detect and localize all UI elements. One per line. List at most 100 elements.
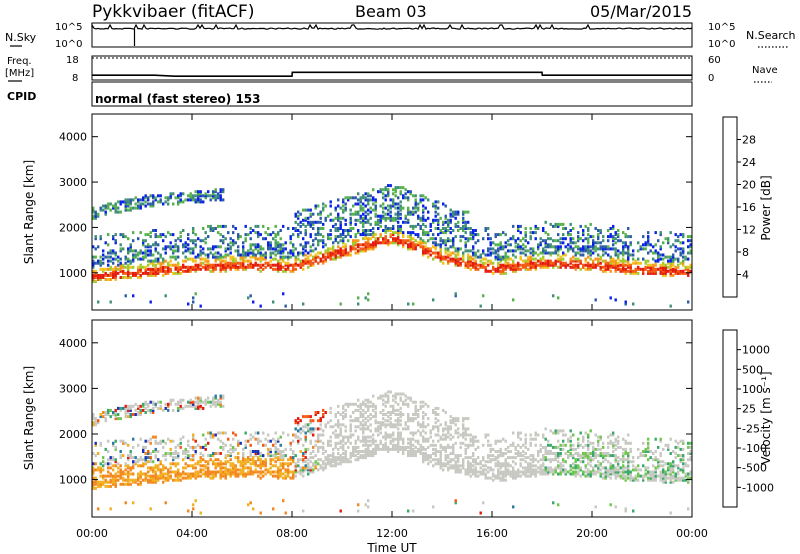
velocity-cell bbox=[302, 415, 305, 419]
power-cell bbox=[542, 249, 545, 253]
power-cell bbox=[497, 255, 500, 259]
velocity-cell bbox=[444, 454, 447, 458]
power-cell bbox=[532, 253, 535, 257]
power-cell bbox=[479, 255, 482, 259]
power-cell bbox=[364, 214, 367, 218]
power-cell bbox=[157, 261, 160, 265]
velocity-cell bbox=[357, 509, 360, 513]
power-cell bbox=[277, 233, 280, 237]
power-cell bbox=[412, 206, 415, 210]
velocity-cell bbox=[139, 437, 142, 441]
velocity-cell bbox=[397, 413, 400, 416]
power-cell bbox=[649, 249, 652, 253]
power-cell bbox=[682, 241, 685, 245]
velocity-cell bbox=[249, 501, 252, 505]
power-cell bbox=[337, 227, 340, 230]
power-cell bbox=[444, 214, 447, 218]
velocity-cell bbox=[497, 474, 500, 478]
velocity-cell bbox=[309, 415, 312, 419]
power-cell bbox=[364, 231, 367, 235]
power-cell bbox=[444, 257, 447, 261]
velocity-cell bbox=[199, 456, 202, 460]
power-cell bbox=[229, 247, 232, 251]
velocity-cell bbox=[139, 482, 142, 486]
velocity-cell bbox=[464, 433, 467, 437]
power-cell bbox=[317, 231, 320, 235]
velocity-cell bbox=[484, 433, 487, 437]
velocity-cell bbox=[342, 417, 345, 421]
velocity-cell bbox=[464, 456, 467, 460]
velocity-cell bbox=[577, 466, 580, 470]
power-cell bbox=[287, 267, 290, 271]
velocity-cell bbox=[234, 470, 237, 474]
velocity-cell bbox=[139, 456, 142, 460]
velocity-cell bbox=[349, 454, 352, 458]
velocity-cell bbox=[484, 474, 487, 478]
power-cell bbox=[497, 233, 500, 237]
velocity-cell bbox=[154, 456, 157, 460]
velocity-cell bbox=[344, 435, 347, 439]
velocity-cell bbox=[452, 447, 455, 451]
power-cell bbox=[369, 233, 372, 237]
power-cell bbox=[419, 241, 422, 245]
power-cell bbox=[207, 267, 210, 271]
velocity-cell bbox=[362, 439, 365, 443]
power-cell bbox=[297, 229, 300, 232]
velocity-cell bbox=[122, 476, 125, 480]
velocity-cell bbox=[347, 445, 350, 449]
velocity-cell bbox=[229, 454, 232, 458]
velocity-cell bbox=[384, 443, 387, 447]
velocity-cell bbox=[169, 466, 172, 470]
power-cell bbox=[512, 237, 515, 241]
power-cell bbox=[229, 263, 232, 267]
power-cell bbox=[204, 253, 207, 257]
velocity-cell bbox=[504, 462, 507, 466]
velocity-cell bbox=[502, 478, 505, 482]
power-cell bbox=[584, 224, 587, 228]
power-cell bbox=[192, 229, 195, 232]
velocity-cell bbox=[362, 425, 365, 429]
power-cell bbox=[197, 263, 200, 267]
velocity-cell bbox=[289, 470, 292, 474]
power-cell bbox=[289, 249, 292, 253]
power-cell bbox=[317, 251, 320, 255]
velocity-cell bbox=[467, 456, 470, 460]
power-cell bbox=[469, 233, 472, 237]
power-cell bbox=[287, 261, 290, 265]
power-cell bbox=[669, 261, 672, 265]
power-cell bbox=[309, 261, 312, 265]
velocity-cell bbox=[114, 460, 117, 464]
power-cell bbox=[547, 237, 550, 241]
velocity-cell bbox=[97, 480, 100, 484]
velocity-echo-cells bbox=[92, 390, 692, 515]
velocity-cell bbox=[562, 470, 565, 474]
velocity-cell bbox=[462, 427, 465, 431]
power-cell bbox=[387, 241, 390, 245]
power-cell bbox=[622, 231, 625, 235]
power-cell bbox=[512, 269, 515, 273]
velocity-cell bbox=[159, 470, 162, 474]
power-cell bbox=[322, 202, 325, 206]
velocity-cell bbox=[354, 425, 357, 429]
power-cell bbox=[237, 251, 240, 255]
velocity-cell bbox=[262, 454, 265, 458]
velocity-cell bbox=[192, 404, 195, 408]
velocity-cell bbox=[147, 470, 150, 474]
power-cell bbox=[379, 220, 382, 224]
velocity-cell bbox=[157, 476, 160, 480]
power-cell bbox=[309, 220, 312, 224]
power-cell bbox=[119, 210, 122, 214]
power-cell bbox=[162, 257, 165, 261]
velocity-cell bbox=[577, 472, 580, 476]
power-cell bbox=[252, 265, 255, 269]
power-cell bbox=[144, 265, 147, 269]
velocity-cell bbox=[397, 408, 400, 412]
velocity-cell bbox=[282, 466, 285, 470]
power-cell bbox=[254, 263, 257, 267]
velocity-cell bbox=[92, 466, 95, 470]
power-cell bbox=[462, 218, 465, 222]
velocity-cell bbox=[157, 458, 160, 462]
power-cell bbox=[169, 241, 172, 245]
power-cell bbox=[364, 296, 367, 300]
velocity-cell bbox=[277, 452, 280, 455]
